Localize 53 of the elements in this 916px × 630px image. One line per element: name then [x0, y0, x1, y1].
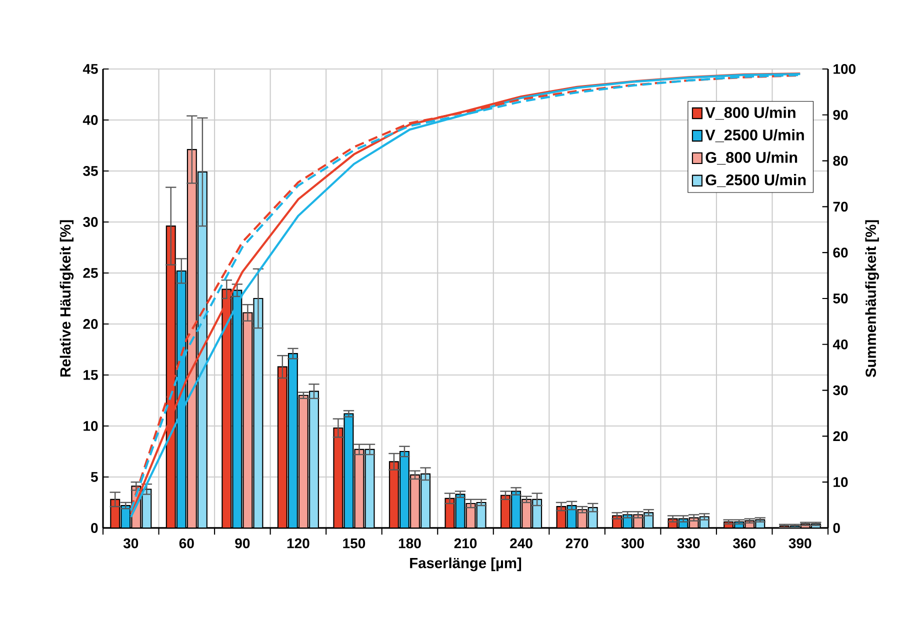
- y-tick-label: 5: [90, 472, 98, 482]
- bar: [186, 149, 197, 528]
- x-tick-label: 270: [566, 538, 588, 548]
- bar: [253, 298, 264, 528]
- bar: [364, 448, 375, 528]
- y2-tick-label: 10: [834, 477, 848, 488]
- x-tick-label: 180: [398, 538, 421, 548]
- y-tick-label: 10: [84, 421, 98, 431]
- x-tick-label: 90: [235, 538, 250, 548]
- bar: [142, 488, 152, 528]
- x-tick-label: 240: [510, 538, 532, 548]
- y-axis-title: Relative Häufigkeit [%]: [60, 220, 74, 377]
- y2-tick-label: 40: [832, 339, 848, 350]
- x-tick-label: 360: [732, 538, 756, 548]
- y-tick-label: 25: [83, 268, 98, 278]
- y2-tick-label: 80: [833, 156, 848, 166]
- y2-tick-label: 0: [833, 523, 840, 533]
- y2-axis-title: Summenhäufigkeit [%]: [865, 220, 879, 378]
- bar: [308, 390, 319, 528]
- y-tick-label: 30: [83, 217, 98, 227]
- x-tick-label: 120: [287, 538, 310, 548]
- legend-label: V_800 U/min: [705, 106, 796, 120]
- y2-tick-label: 50: [833, 294, 848, 304]
- legend-label: G_800 U/min: [706, 152, 798, 165]
- y-tick-label: 15: [84, 370, 98, 380]
- x-tick-label: 300: [621, 538, 644, 548]
- y-tick-label: 20: [83, 319, 98, 329]
- bar: [410, 474, 420, 528]
- y-tick-label: 0: [91, 523, 98, 533]
- legend-label: G_2500 U/min: [706, 174, 806, 188]
- y-tick-label: 35: [83, 166, 98, 176]
- x-tick-label: 60: [179, 538, 194, 548]
- y2-tick-label: 30: [833, 385, 848, 396]
- bar: [298, 394, 308, 528]
- x-tick-label: 30: [123, 538, 138, 548]
- bar: [420, 473, 431, 528]
- bar: [476, 502, 486, 528]
- y-tick-label: 45: [82, 64, 98, 74]
- bar: [242, 312, 253, 528]
- x-tick-label: 330: [677, 538, 700, 548]
- legend-label: V_2500 U/min: [705, 129, 804, 142]
- y2-tick-label: 20: [833, 431, 848, 442]
- y-tick-label: 40: [82, 115, 98, 125]
- x-tick-label: 390: [788, 538, 812, 548]
- y2-tick-label: 70: [833, 202, 848, 212]
- y2-tick-label: 90: [833, 110, 848, 120]
- x-tick-label: 150: [343, 538, 366, 548]
- y2-tick-label: 60: [833, 248, 848, 258]
- y2-tick-label: 100: [834, 64, 856, 74]
- bar: [466, 502, 476, 528]
- x-tick-label: 210: [454, 538, 477, 548]
- bar: [354, 448, 364, 528]
- x-axis-title: Faserlänge [µm]: [410, 557, 522, 572]
